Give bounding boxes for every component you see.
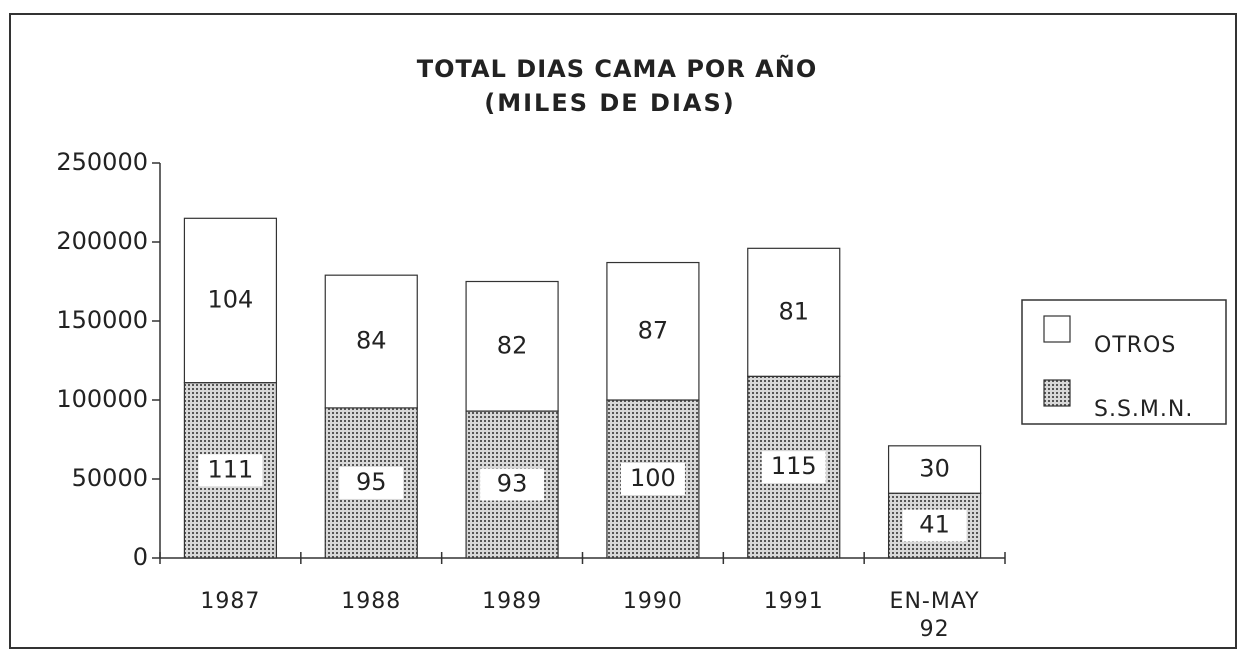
data-label: 82 [497, 331, 528, 359]
data-label: 30 [919, 455, 950, 483]
y-tick-label: 100000 [56, 385, 148, 413]
x-tick-label: 1988 [341, 589, 402, 614]
legend-label: OTROS [1094, 333, 1176, 358]
chart-subtitle: (MILES DE DIAS) [484, 89, 735, 117]
legend-swatch [1043, 315, 1071, 343]
data-label: 115 [771, 452, 817, 480]
label-bg [902, 509, 967, 542]
x-tick-label: EN-MAY 92 [889, 589, 980, 642]
x-tick-label: 1991 [763, 589, 824, 614]
data-label: 81 [778, 297, 809, 325]
x-tick-label: 1989 [482, 589, 543, 614]
label-bg [339, 466, 404, 499]
label-bg [480, 468, 545, 501]
x-tick-label: 1990 [622, 589, 683, 614]
chart-title: TOTAL DIAS CAMA POR AÑO [417, 54, 817, 83]
x-tick-label: 1987 [200, 589, 261, 614]
data-label: 87 [638, 316, 669, 344]
data-label: 84 [356, 327, 387, 355]
bar-segment [747, 247, 841, 377]
data-label: 100 [630, 464, 676, 492]
y-tick-label: 200000 [56, 227, 148, 255]
legend-label: S.S.M.N. [1094, 397, 1193, 422]
legend-swatch [1043, 379, 1071, 407]
label-bg [620, 463, 685, 495]
y-tick-label: 250000 [56, 148, 148, 176]
label-bg [198, 454, 263, 487]
label-bg [761, 451, 826, 484]
bar-segment [183, 217, 278, 384]
data-label: 41 [919, 511, 950, 539]
data-label: 93 [497, 470, 528, 498]
bar-segment [606, 261, 700, 401]
y-tick-label: 0 [133, 543, 148, 571]
y-tick-label: 50000 [72, 464, 148, 492]
data-label: 95 [356, 468, 387, 496]
y-tick-label: 150000 [56, 306, 148, 334]
bar-segment [324, 274, 418, 409]
bar-segment [465, 280, 559, 412]
data-label: 104 [208, 285, 254, 313]
data-label: 111 [208, 455, 254, 483]
frame [9, 13, 1237, 649]
bar-segment [887, 445, 982, 494]
